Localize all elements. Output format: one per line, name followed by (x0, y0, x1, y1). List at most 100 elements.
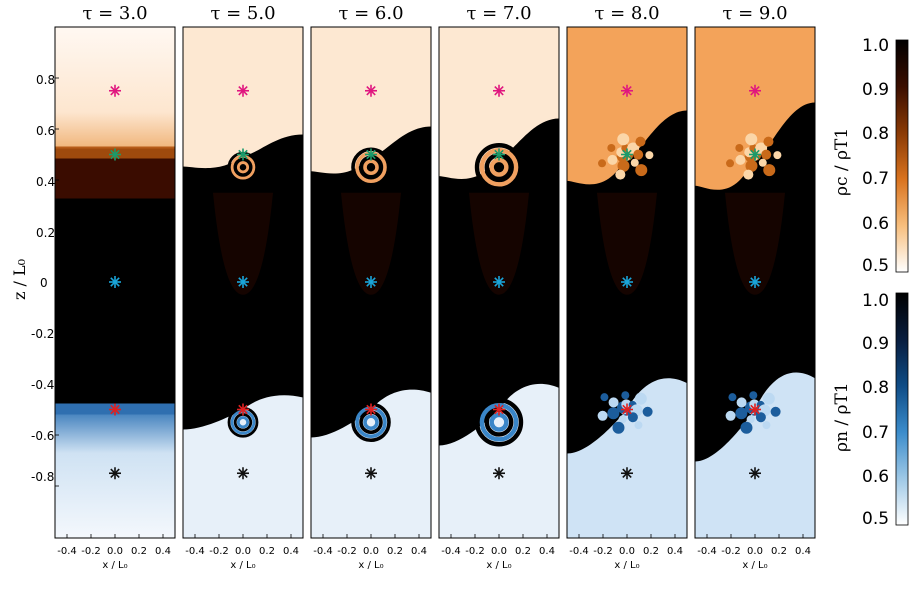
x-tick-label: -0.4 (185, 546, 205, 557)
x-tick-label: 0.2 (259, 546, 275, 557)
y-tick-label: 0.2 (36, 226, 56, 240)
asterisk-marker-5 (749, 467, 761, 480)
colorbar-bottom-tick: 0.7 (862, 423, 890, 443)
colorbar-bottom-tick: 1.0 (862, 291, 890, 311)
x-tick-label: -0.2 (593, 546, 613, 557)
x-axis-title: x / L₀ (230, 560, 256, 571)
panel-title-3: τ = 6.0 (338, 3, 404, 24)
asterisk-marker-1 (621, 84, 633, 97)
asterisk-marker-2 (109, 148, 121, 161)
x-tick-label: 0.4 (411, 546, 427, 557)
asterisk-marker-5 (621, 467, 633, 480)
asterisk-marker-5 (109, 467, 121, 480)
asterisk-marker-4 (109, 403, 121, 416)
x-tick-label: 0.4 (283, 546, 299, 557)
y-tick-label: -0.8 (31, 470, 55, 484)
panel-title-5: τ = 8.0 (594, 3, 660, 24)
x-axis-title: x / L₀ (742, 560, 768, 571)
x-tick-label: -0.2 (721, 546, 741, 557)
x-tick-label: -0.4 (569, 546, 589, 557)
x-tick-label: -0.2 (81, 546, 101, 557)
asterisk-marker-4 (365, 403, 377, 416)
panel-title-4: τ = 7.0 (466, 3, 532, 24)
asterisk-marker-3 (237, 276, 249, 288)
x-axis-title: x / L₀ (358, 560, 384, 571)
y-tick-label: 0.6 (36, 124, 56, 138)
y-axis-title: z / L₀ (10, 258, 29, 300)
asterisk-marker-1 (493, 84, 505, 97)
asterisk-marker-3 (749, 276, 761, 288)
colorbar-bottom-tick: 0.9 (862, 334, 890, 354)
asterisk-marker-4 (749, 403, 761, 416)
colorbar-top-tick: 0.6 (862, 214, 890, 234)
simulation-panel-3 (310, 26, 432, 539)
asterisk-marker-5 (493, 467, 505, 480)
x-tick-label: 0.0 (747, 546, 763, 557)
y-tick-label: 0.4 (36, 175, 56, 189)
y-tick-label: -0.2 (31, 327, 55, 341)
asterisk-marker-1 (109, 84, 121, 97)
x-tick-label: 0.0 (363, 546, 379, 557)
asterisk-marker-1 (749, 84, 761, 97)
x-tick-label: 0.4 (795, 546, 811, 557)
x-tick-label: 0.0 (235, 546, 251, 557)
colorbar-top (895, 39, 909, 273)
x-tick-label: 0.2 (515, 546, 531, 557)
simulation-panel-5 (566, 26, 688, 539)
asterisk-marker-2 (493, 148, 505, 161)
asterisk-marker-3 (109, 276, 121, 288)
asterisk-marker-2 (365, 148, 377, 161)
x-tick-label: -0.4 (697, 546, 717, 557)
colorbar-top-label: ρc / ρT1 (832, 127, 852, 196)
asterisk-marker-5 (237, 467, 249, 480)
x-tick-label: -0.4 (313, 546, 333, 557)
asterisk-marker-2 (621, 148, 633, 161)
y-tick-label: 0 (40, 276, 48, 290)
colorbar-bottom (895, 292, 909, 526)
x-tick-label: 0.4 (539, 546, 555, 557)
asterisk-marker-4 (493, 403, 505, 416)
panel-title-1: τ = 3.0 (82, 3, 148, 24)
x-axis-title: x / L₀ (102, 560, 128, 571)
x-tick-label: 0.2 (387, 546, 403, 557)
colorbar-bottom-tick: 0.8 (862, 378, 890, 398)
y-tick-label: -0.6 (31, 429, 55, 443)
simulation-panel-1 (54, 26, 176, 539)
asterisk-marker-3 (493, 276, 505, 288)
asterisk-marker-4 (621, 403, 633, 416)
x-tick-label: -0.4 (441, 546, 461, 557)
colorbar-top-tick: 0.5 (862, 256, 890, 276)
asterisk-marker-2 (237, 148, 249, 161)
simulation-panel-2 (182, 26, 304, 539)
x-tick-label: 0.4 (667, 546, 683, 557)
x-tick-label: -0.4 (57, 546, 77, 557)
y-tick-label: 0.8 (36, 73, 56, 87)
simulation-panel-6 (694, 26, 816, 539)
asterisk-marker-4 (237, 403, 249, 416)
colorbar-bottom-tick: 0.5 (862, 509, 890, 529)
colorbar-bottom-label: ρn / ρT1 (832, 382, 852, 452)
colorbar-top-tick: 0.8 (862, 124, 890, 144)
x-tick-label: 0.0 (619, 546, 635, 557)
colorbar-top-tick: 0.7 (862, 169, 890, 189)
colorbar-bottom-tick: 0.6 (862, 467, 890, 487)
x-tick-label: 0.2 (131, 546, 147, 557)
panel-title-6: τ = 9.0 (722, 3, 788, 24)
asterisk-marker-3 (621, 276, 633, 288)
panel-title-2: τ = 5.0 (210, 3, 276, 24)
asterisk-marker-5 (365, 467, 377, 480)
asterisk-marker-3 (365, 276, 377, 288)
x-tick-label: 0.0 (107, 546, 123, 557)
asterisk-marker-1 (365, 84, 377, 97)
x-axis-title: x / L₀ (486, 560, 512, 571)
x-tick-label: -0.2 (337, 546, 357, 557)
x-tick-label: -0.2 (209, 546, 229, 557)
x-tick-label: 0.4 (155, 546, 171, 557)
asterisk-marker-2 (749, 148, 761, 161)
colorbar-top-tick: 1.0 (862, 36, 890, 56)
x-axis-title: x / L₀ (614, 560, 640, 571)
y-tick-label: -0.4 (31, 378, 55, 392)
x-tick-label: -0.2 (465, 546, 485, 557)
simulation-panel-4 (438, 26, 560, 539)
